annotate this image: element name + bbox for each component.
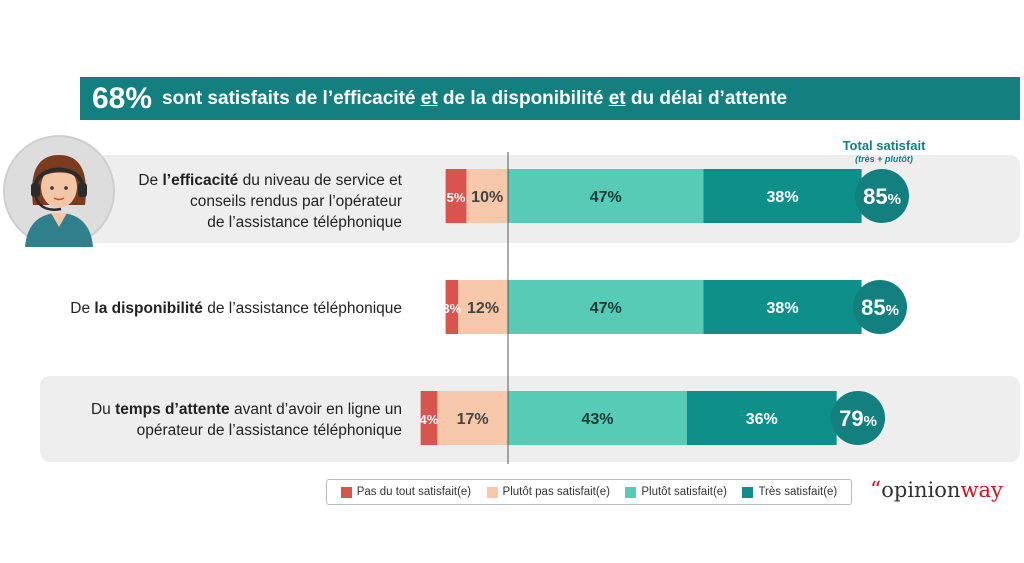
total-satisfait-circle bbox=[853, 280, 907, 334]
headline-underlined-et: et bbox=[420, 87, 438, 109]
bar-segment bbox=[508, 169, 704, 223]
bar-segment bbox=[437, 391, 508, 445]
bar-segment bbox=[466, 169, 508, 223]
bar-segment bbox=[458, 280, 508, 334]
legend-swatch bbox=[340, 486, 352, 498]
bar-data-label: 38% bbox=[767, 189, 799, 206]
headline-percent: 68% bbox=[92, 81, 153, 115]
row-label-temps-attente: Du temps d’attente avant d’avoir en lign… bbox=[90, 401, 402, 439]
legend-item: Très satisfait(e) bbox=[742, 486, 837, 498]
headline-banner: 68% sont satisfaits de l’efficacité et d… bbox=[80, 77, 1020, 120]
bar-data-label: 43% bbox=[581, 411, 613, 428]
bar-segment bbox=[508, 391, 687, 445]
operator-avatar-icon bbox=[3, 135, 115, 247]
total-satisfait-title: Total satisfait bbox=[842, 138, 926, 153]
chart-legend: Pas du tout satisfait(e) Plutôt pas sati… bbox=[326, 479, 852, 505]
bar-data-label: 17% bbox=[457, 411, 489, 428]
bar-segment bbox=[508, 280, 704, 334]
row-label-efficacite: De l’efficacité du niveau de service et … bbox=[138, 172, 402, 231]
total-satisfait-value: 79% bbox=[839, 406, 877, 431]
headline-text: sont satisfaits de l’efficacité et de la… bbox=[162, 88, 787, 110]
legend-swatch bbox=[742, 486, 754, 498]
bar-data-label: 4% bbox=[420, 412, 439, 427]
legend-swatch bbox=[625, 486, 637, 498]
bar-data-label: 5% bbox=[447, 190, 466, 205]
bar-data-label: 3% bbox=[442, 301, 461, 316]
bar-segment bbox=[420, 391, 438, 445]
headline-part: de la disponibilité bbox=[437, 87, 609, 109]
total-satisfait-circle bbox=[855, 169, 909, 223]
opinionway-logo: “opinionway bbox=[870, 478, 1003, 503]
total-satisfait-circle bbox=[831, 391, 885, 445]
legend-swatch bbox=[486, 486, 498, 498]
bar-data-label: 10% bbox=[471, 189, 503, 206]
row-label-disponibilite: De la disponibilité de l’assistance télé… bbox=[70, 300, 402, 317]
bar-segment bbox=[703, 280, 862, 334]
bar-segment bbox=[686, 391, 837, 445]
headline-part: sont satisfaits de l’efficacité bbox=[162, 87, 421, 109]
headline-part: du délai d’attente bbox=[625, 87, 788, 109]
bar-segment bbox=[445, 280, 459, 334]
legend-item: Plutôt pas satisfait(e) bbox=[486, 486, 610, 498]
bar-data-label: 38% bbox=[767, 300, 799, 317]
bar-segment bbox=[445, 169, 467, 223]
total-satisfait-value: 85% bbox=[861, 295, 899, 320]
legend-item: Pas du tout satisfait(e) bbox=[340, 486, 471, 498]
bar-data-label: 12% bbox=[467, 300, 499, 317]
bar-data-label: 47% bbox=[590, 189, 622, 206]
legend-item: Plutôt satisfait(e) bbox=[625, 486, 727, 498]
total-satisfait-subtitle: (très + plutôt) bbox=[855, 154, 913, 164]
bar-data-label: 47% bbox=[590, 300, 622, 317]
bar-data-label: 36% bbox=[746, 411, 778, 428]
headline-underlined-et: et bbox=[608, 87, 626, 109]
total-satisfait-value: 85% bbox=[863, 184, 901, 209]
bar-segment bbox=[703, 169, 862, 223]
